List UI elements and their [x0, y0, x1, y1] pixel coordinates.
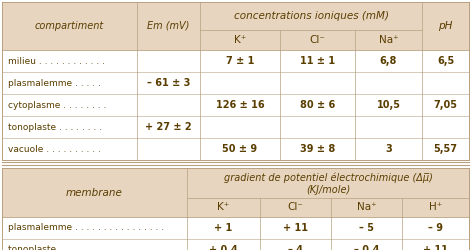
Bar	[2, 168, 469, 217]
Text: – 0,4: – 0,4	[354, 245, 379, 250]
Bar	[2, 50, 469, 72]
Bar	[355, 30, 422, 50]
Text: tonoplaste . . . . . . . . . . . . . . . . . .: tonoplaste . . . . . . . . . . . . . . .…	[8, 246, 160, 250]
Bar	[187, 168, 469, 198]
Bar	[137, 2, 200, 50]
Text: – 9: – 9	[428, 223, 443, 233]
Text: tonoplaste . . . . . . . .: tonoplaste . . . . . . . .	[8, 122, 102, 132]
Text: 7 ± 1: 7 ± 1	[226, 56, 254, 66]
Text: + 0,4: + 0,4	[209, 245, 238, 250]
Bar	[200, 2, 422, 30]
Bar	[260, 198, 331, 217]
Text: gradient de potentiel électrochimique (Δμ̅): gradient de potentiel électrochimique (Δ…	[224, 173, 432, 183]
Text: concentrations ioniques (mM): concentrations ioniques (mM)	[234, 11, 389, 21]
Bar	[402, 198, 469, 217]
Text: 50 ± 9: 50 ± 9	[222, 144, 258, 154]
Text: K⁺: K⁺	[234, 35, 246, 45]
Bar	[2, 116, 469, 138]
Text: – 5: – 5	[359, 223, 374, 233]
Text: 5,57: 5,57	[433, 144, 457, 154]
Text: + 11: + 11	[283, 223, 308, 233]
Text: – 61 ± 3: – 61 ± 3	[147, 78, 190, 88]
Bar	[2, 217, 469, 239]
Bar	[422, 2, 469, 50]
Text: (KJ/mole): (KJ/mole)	[306, 185, 350, 195]
Text: 11 ± 1: 11 ± 1	[300, 56, 335, 66]
Text: membrane: membrane	[66, 188, 123, 198]
Text: cytoplasme . . . . . . . .: cytoplasme . . . . . . . .	[8, 100, 106, 110]
Text: + 27 ± 2: + 27 ± 2	[145, 122, 192, 132]
Text: pH: pH	[439, 21, 453, 31]
Text: 80 ± 6: 80 ± 6	[300, 100, 335, 110]
Bar	[2, 2, 469, 160]
Bar	[2, 239, 469, 250]
Bar	[2, 160, 469, 168]
Bar	[187, 198, 260, 217]
Bar	[2, 138, 469, 160]
Text: milieu . . . . . . . . . . . .: milieu . . . . . . . . . . . .	[8, 56, 105, 66]
Bar	[331, 198, 402, 217]
Text: K⁺: K⁺	[218, 202, 230, 212]
Text: 7,05: 7,05	[433, 100, 457, 110]
Bar	[280, 30, 355, 50]
Text: + 1: + 1	[214, 223, 233, 233]
Bar	[2, 2, 469, 50]
Text: plasmalemme . . . . .: plasmalemme . . . . .	[8, 78, 101, 88]
Text: Na⁺: Na⁺	[357, 202, 376, 212]
Text: vacuole . . . . . . . . . .: vacuole . . . . . . . . . .	[8, 144, 101, 154]
Text: Na⁺: Na⁺	[379, 35, 398, 45]
Text: 6,8: 6,8	[380, 56, 397, 66]
Bar	[200, 30, 280, 50]
Text: 39 ± 8: 39 ± 8	[300, 144, 335, 154]
Text: Cl⁻: Cl⁻	[288, 202, 303, 212]
Text: Em (mV): Em (mV)	[147, 21, 190, 31]
Text: H⁺: H⁺	[429, 202, 442, 212]
Bar	[2, 2, 137, 50]
Bar	[2, 168, 469, 250]
Text: 10,5: 10,5	[376, 100, 400, 110]
Text: + 11: + 11	[423, 245, 448, 250]
Bar	[2, 94, 469, 116]
Text: Cl⁻: Cl⁻	[309, 35, 325, 45]
Text: 126 ± 16: 126 ± 16	[216, 100, 264, 110]
Text: 6,5: 6,5	[437, 56, 454, 66]
Text: plasmalemme . . . . . . . . . . . . . . . .: plasmalemme . . . . . . . . . . . . . . …	[8, 224, 164, 232]
Text: compartiment: compartiment	[35, 21, 104, 31]
Text: 3: 3	[385, 144, 392, 154]
Text: – 4: – 4	[288, 245, 303, 250]
Bar	[2, 72, 469, 94]
Bar	[2, 168, 187, 217]
